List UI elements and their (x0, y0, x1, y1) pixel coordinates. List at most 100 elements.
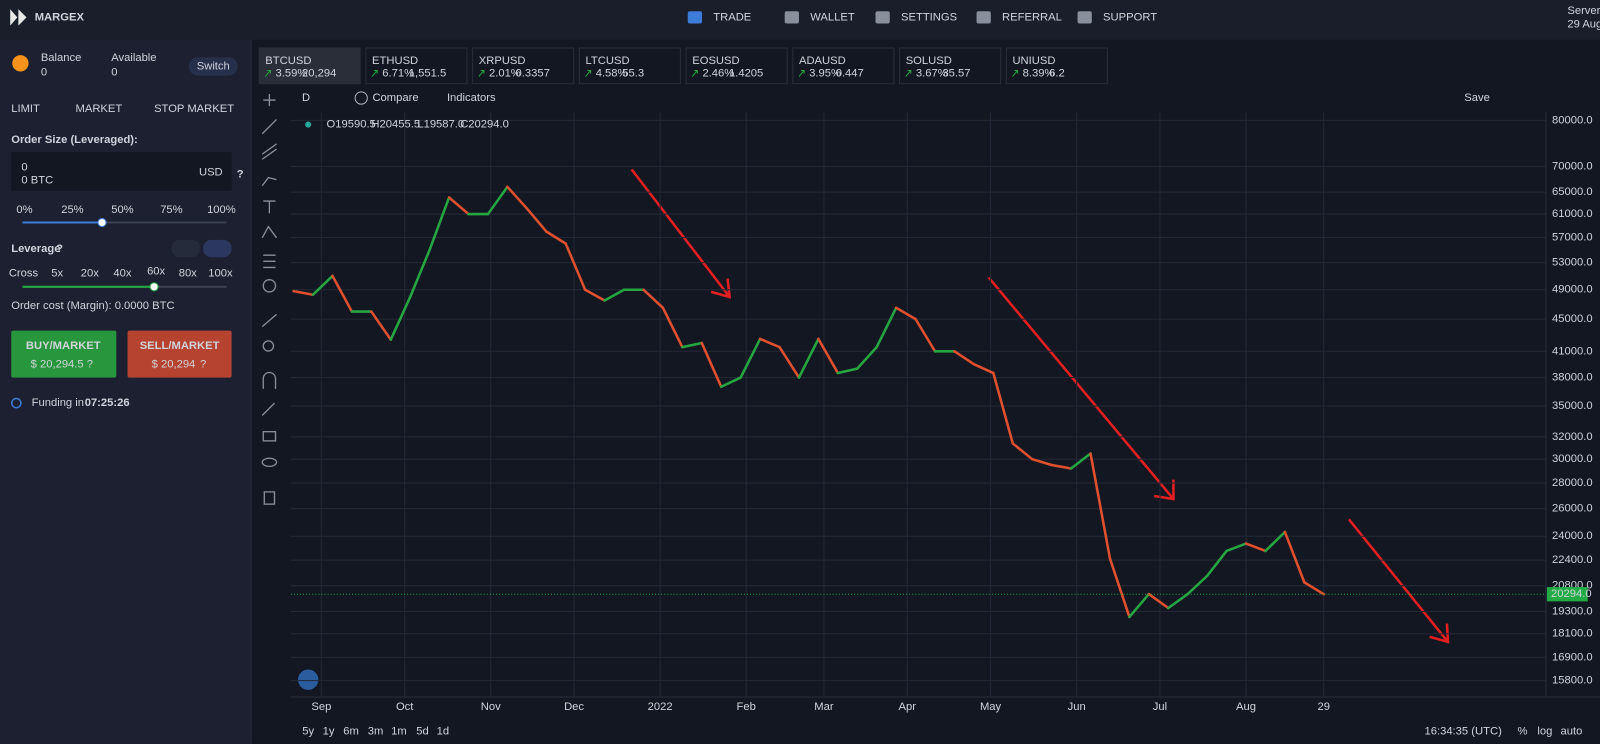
price-segment (681, 341, 704, 349)
y-tick-label: 19300.0 (1552, 606, 1593, 618)
nav-icon (875, 11, 890, 24)
nav-item[interactable]: TRADE (713, 11, 751, 23)
ticker-symbol: SOLUSD (906, 55, 952, 67)
ohlc-value: L19587.0 (417, 119, 464, 131)
leverage-mark[interactable]: 5x (51, 267, 63, 279)
y-tick-label: 24000.0 (1552, 530, 1593, 542)
ticker-tab[interactable] (365, 47, 468, 85)
price-segment (1303, 581, 1326, 596)
ohlc-value: O19590.5 (327, 119, 376, 131)
price-segment (1128, 592, 1151, 619)
x-tick-label: Sep (311, 701, 331, 713)
price-segment (972, 362, 995, 375)
sell-price: $ 20,294 (152, 358, 196, 370)
ticker-tab[interactable] (685, 47, 788, 85)
ticker-change: 8.39% (1023, 67, 1055, 79)
scale-option[interactable]: log (1537, 726, 1552, 738)
y-tick-label: 41000.0 (1552, 345, 1593, 357)
cloud-button[interactable] (297, 669, 319, 690)
up-arrow (478, 69, 485, 77)
up-arrow (798, 69, 805, 77)
price-segment (1264, 530, 1287, 553)
interval[interactable]: D (302, 92, 310, 104)
buy-button[interactable] (11, 330, 117, 378)
price-segment (953, 350, 976, 366)
ticker-tab[interactable] (792, 47, 895, 85)
ticker-price: 1,551.5 (409, 67, 446, 79)
nav-item[interactable]: SETTINGS (901, 11, 957, 23)
compare-icon (354, 91, 368, 105)
order-size-value[interactable]: 0 (21, 161, 27, 173)
ticker-price: 20,294 (302, 67, 336, 79)
sell-button[interactable] (127, 330, 232, 378)
range-button[interactable]: 1m (391, 726, 407, 738)
y-tick-label: 30000.0 (1552, 453, 1593, 465)
range-button[interactable]: 6m (343, 726, 359, 738)
range-button[interactable]: 1d (437, 726, 449, 738)
size-knob[interactable] (97, 217, 107, 228)
price-segment (545, 230, 567, 245)
leverage-mark[interactable]: 100x (208, 267, 233, 279)
leverage-mark[interactable]: 20x (81, 267, 99, 279)
price-segment (914, 317, 937, 353)
switch-button[interactable] (188, 57, 238, 76)
price-segment (603, 288, 626, 302)
leverage-mark[interactable]: 40x (113, 267, 131, 279)
slider-button[interactable] (203, 239, 232, 258)
order-tab[interactable]: STOP MARKET (154, 103, 234, 115)
price-segment (778, 345, 801, 379)
range-button[interactable]: 5y (302, 726, 314, 738)
nav-item[interactable]: REFERRAL (1002, 11, 1062, 23)
x-tick-label: Dec (564, 701, 584, 713)
order-tab[interactable]: MARKET (76, 103, 123, 115)
price-segment (1205, 549, 1228, 578)
up-arrow (905, 69, 912, 77)
scale-option[interactable]: auto (1561, 726, 1583, 738)
edit-button[interactable] (171, 239, 200, 258)
order-tab[interactable]: LIMIT (11, 103, 40, 115)
leverage-mark[interactable]: 60x (147, 265, 165, 277)
up-arrow (585, 69, 592, 77)
leverage-knob[interactable] (149, 282, 159, 292)
save[interactable]: Save (1464, 92, 1490, 104)
ticker-tab[interactable] (258, 47, 361, 85)
btc-icon (12, 55, 29, 72)
range-button[interactable]: 3m (368, 726, 384, 738)
clock: 16:34:35 (UTC) (1424, 726, 1502, 738)
price-segment (370, 310, 393, 341)
series-dot (305, 121, 312, 128)
range-button[interactable]: 1y (323, 726, 335, 738)
sell-label[interactable]: SELL/MARKET (140, 340, 220, 352)
scale-option[interactable]: % (1517, 726, 1527, 738)
price-segment (486, 185, 509, 216)
price-segment (564, 242, 587, 292)
order-size-btc: 0 BTC (21, 175, 53, 187)
ohlc-value: H20455.5 (371, 119, 420, 131)
x-tick-label: Feb (737, 701, 756, 713)
chart: 80000.0 70000.0 65000.0 61000.0 57000.0 53000… (290, 112, 1600, 713)
indicators[interactable]: Indicators (447, 92, 496, 104)
nav-item[interactable]: SUPPORT (1103, 11, 1157, 23)
help-icon: ? (56, 243, 63, 255)
range-button[interactable]: 5d (416, 726, 428, 738)
switch-label[interactable]: Switch (197, 60, 230, 72)
ticker-price: 6.2 (1049, 67, 1065, 79)
ticker-tab[interactable] (1005, 47, 1108, 85)
ticker-tab[interactable] (899, 47, 1002, 85)
available-value: 0 (111, 66, 117, 78)
price-segment (447, 196, 470, 216)
price-segment (389, 295, 412, 341)
buy-label[interactable]: BUY/MARKET (26, 340, 101, 352)
x-tick-label: Oct (396, 701, 414, 713)
nav-item[interactable]: WALLET (810, 11, 855, 23)
y-tick-label: 70000.0 (1552, 161, 1593, 173)
leverage-mark[interactable]: Cross (9, 267, 39, 279)
ticker-tab[interactable] (578, 47, 681, 85)
ticker-tab[interactable] (472, 47, 575, 85)
order-input[interactable] (11, 152, 232, 191)
y-tick-label: 53000.0 (1552, 257, 1593, 269)
compare[interactable]: Compare (372, 92, 418, 104)
leverage-mark[interactable]: 80x (179, 267, 197, 279)
ticker-symbol: EOSUSD (692, 55, 739, 67)
drawing-tools[interactable] (261, 93, 278, 505)
